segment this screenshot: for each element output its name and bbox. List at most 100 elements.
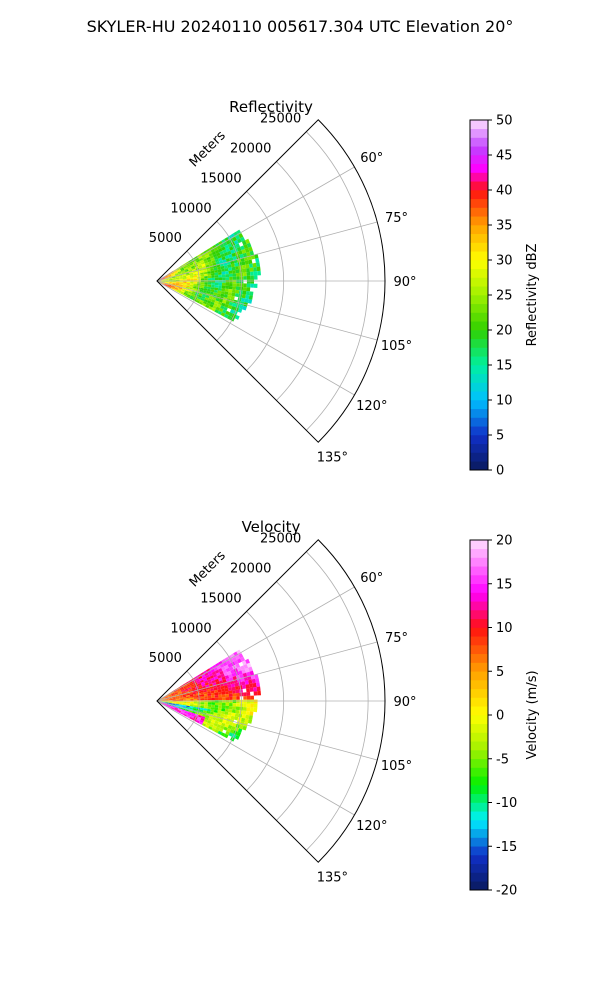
data-cell <box>184 290 189 293</box>
data-cell <box>235 272 240 277</box>
data-cell <box>208 726 213 730</box>
data-cell <box>223 313 229 319</box>
data-cell <box>200 694 205 697</box>
data-cell <box>209 711 214 715</box>
data-cell <box>229 696 233 700</box>
angle-tick-label: 120° <box>356 819 387 834</box>
colorbar-swatch <box>470 233 488 243</box>
data-cell <box>199 257 204 262</box>
data-cell <box>213 256 219 260</box>
data-cell <box>164 696 169 699</box>
data-cell <box>189 695 194 698</box>
data-cell <box>240 236 246 242</box>
data-cell <box>250 699 254 704</box>
data-cell <box>223 265 228 269</box>
data-cell <box>181 272 186 275</box>
grid-spoke <box>156 700 355 816</box>
data-cell <box>224 688 229 692</box>
data-cell <box>187 265 191 269</box>
data-cell <box>242 252 248 258</box>
data-cell <box>183 698 187 700</box>
data-cell <box>250 279 254 284</box>
data-cell <box>229 309 235 314</box>
radial-tick-label: 20000 <box>230 562 271 577</box>
data-cell <box>224 657 229 662</box>
colorbar-swatch <box>470 400 488 410</box>
data-cell <box>228 301 234 306</box>
data-cell <box>225 280 230 283</box>
data-cell <box>240 656 246 662</box>
colorbar-swatch <box>470 181 488 191</box>
data-cell <box>208 296 213 300</box>
data-cell <box>171 705 176 707</box>
grid-spoke <box>156 641 378 702</box>
angle-tick-label: 120° <box>356 399 387 414</box>
data-cell <box>228 673 233 679</box>
data-cell <box>208 672 213 677</box>
data-cell <box>218 277 223 281</box>
data-cell <box>189 262 194 266</box>
data-cell <box>203 271 208 275</box>
data-cell <box>186 275 190 277</box>
data-cell <box>200 261 205 265</box>
data-cell <box>190 278 194 281</box>
data-cell <box>211 679 216 684</box>
radial-tick-label: 25000 <box>260 532 301 547</box>
data-cell <box>180 267 184 271</box>
data-cell <box>204 297 209 301</box>
data-cell <box>186 714 191 717</box>
data-cell <box>224 303 229 308</box>
data-cell <box>211 299 216 303</box>
data-cell <box>186 697 191 700</box>
data-cell <box>252 262 257 268</box>
data-cell <box>179 284 183 287</box>
data-cell <box>213 687 218 691</box>
data-cell <box>210 272 215 276</box>
data-cell <box>210 268 215 272</box>
data-cell <box>174 707 179 710</box>
data-cell <box>245 658 250 664</box>
data-cell <box>210 709 215 713</box>
data-cell <box>167 273 171 276</box>
data-cell <box>161 281 166 283</box>
data-cell <box>177 289 181 293</box>
data-cell <box>172 279 176 281</box>
data-cell <box>177 691 182 694</box>
data-cell <box>229 276 233 280</box>
data-cell <box>221 702 226 706</box>
data-cell <box>223 294 228 298</box>
data-cell <box>197 674 202 678</box>
data-cell <box>241 240 247 246</box>
data-cell <box>176 699 180 701</box>
data-cell <box>170 287 175 290</box>
data-cell <box>222 277 226 281</box>
data-cell <box>225 285 229 289</box>
data-cell <box>180 712 184 715</box>
data-cell <box>171 705 175 708</box>
data-cell <box>161 277 165 280</box>
data-cell <box>183 712 188 716</box>
data-cell <box>175 283 180 285</box>
data-cell <box>248 263 254 268</box>
data-cell <box>174 271 178 274</box>
data-cell <box>215 280 219 283</box>
data-cell <box>172 704 176 706</box>
data-cell <box>175 697 180 700</box>
data-cell <box>165 699 169 701</box>
data-cell <box>186 704 190 707</box>
colorbar-swatch <box>470 198 488 208</box>
colorbar-swatch <box>470 855 488 865</box>
data-cell <box>211 284 215 288</box>
data-cell <box>246 695 251 700</box>
data-cell <box>195 257 200 261</box>
data-cell <box>190 277 194 280</box>
data-cell <box>161 700 166 701</box>
data-cell <box>165 698 169 700</box>
data-cell <box>248 679 253 685</box>
colorbar-swatch <box>470 592 488 602</box>
data-cell <box>207 250 212 255</box>
data-cell <box>183 687 188 690</box>
colorbar-swatch <box>470 548 488 558</box>
data-cell <box>234 735 240 740</box>
data-cell <box>182 702 187 705</box>
